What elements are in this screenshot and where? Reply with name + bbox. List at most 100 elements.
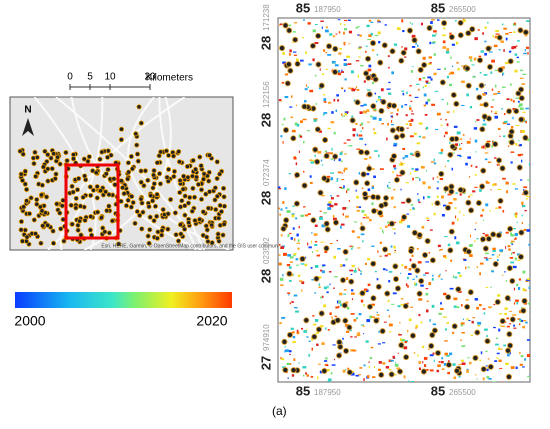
- change-pixel: [416, 83, 420, 85]
- site-point: [283, 217, 290, 224]
- change-pixel: [441, 213, 445, 217]
- site-point: [378, 202, 385, 209]
- change-pixel: [494, 111, 498, 113]
- change-pixel: [419, 178, 421, 181]
- change-pixel: [515, 366, 518, 370]
- change-pixel: [509, 257, 514, 259]
- change-pixel: [478, 55, 482, 58]
- site-point: [140, 209, 146, 215]
- change-pixel: [298, 134, 302, 138]
- change-pixel: [495, 33, 500, 35]
- site-point: [147, 214, 153, 220]
- change-pixel: [485, 365, 488, 367]
- change-pixel: [427, 62, 432, 65]
- site-point: [138, 179, 144, 185]
- change-pixel: [470, 234, 472, 238]
- site-point: [378, 107, 385, 114]
- change-pixel: [417, 193, 419, 195]
- change-pixel: [346, 55, 351, 58]
- change-pixel: [296, 233, 299, 237]
- site-point: [182, 212, 188, 218]
- site-point: [485, 235, 492, 242]
- change-pixel: [408, 380, 410, 382]
- change-pixel: [447, 243, 451, 247]
- change-pixel: [474, 174, 477, 176]
- change-pixel: [366, 89, 371, 91]
- site-point: [499, 318, 506, 325]
- change-pixel: [432, 177, 434, 180]
- change-pixel: [292, 205, 295, 207]
- change-pixel: [429, 61, 432, 64]
- site-point: [150, 198, 156, 204]
- change-pixel: [335, 306, 338, 309]
- site-point: [165, 166, 172, 172]
- change-pixel: [280, 234, 283, 237]
- change-pixel: [478, 303, 482, 307]
- change-pixel: [460, 80, 465, 83]
- change-pixel: [521, 159, 523, 163]
- change-pixel: [516, 61, 520, 63]
- change-pixel: [392, 373, 397, 376]
- change-pixel: [347, 111, 349, 114]
- color-ramp: [15, 292, 232, 308]
- change-pixel: [438, 361, 441, 363]
- site-point: [171, 168, 178, 175]
- change-pixel: [379, 241, 382, 244]
- change-pixel: [490, 286, 492, 288]
- change-pixel: [486, 376, 490, 379]
- site-point: [215, 231, 221, 237]
- change-pixel: [310, 161, 314, 164]
- change-pixel: [327, 127, 331, 130]
- change-pixel: [344, 78, 347, 81]
- change-pixel: [440, 278, 443, 280]
- change-pixel: [519, 179, 523, 181]
- change-pixel: [397, 305, 401, 308]
- change-pixel: [307, 22, 311, 25]
- change-pixel: [443, 363, 448, 366]
- change-pixel: [338, 300, 342, 304]
- change-pixel: [331, 316, 333, 320]
- site-point: [331, 68, 339, 76]
- change-pixel: [339, 292, 343, 296]
- change-pixel: [354, 336, 357, 338]
- coord-minor: 187950: [314, 5, 341, 14]
- change-pixel: [370, 346, 374, 349]
- site-point: [390, 153, 398, 160]
- site-point: [206, 178, 212, 184]
- coord-degree: 27: [258, 356, 273, 370]
- change-pixel: [287, 234, 290, 238]
- change-pixel: [484, 234, 489, 237]
- change-pixel: [417, 198, 420, 202]
- change-pixel: [343, 41, 346, 44]
- change-pixel: [440, 124, 443, 126]
- change-pixel: [408, 105, 411, 107]
- site-point: [177, 204, 184, 210]
- site-point: [292, 36, 299, 43]
- change-pixel: [521, 222, 524, 225]
- change-pixel: [356, 133, 359, 137]
- site-point: [75, 222, 81, 228]
- change-pixel: [298, 226, 301, 229]
- change-pixel: [476, 306, 479, 310]
- change-pixel: [446, 322, 450, 324]
- change-pixel: [351, 298, 353, 301]
- change-pixel: [498, 49, 501, 51]
- change-pixel: [390, 245, 393, 248]
- change-pixel: [430, 161, 435, 163]
- change-pixel: [287, 377, 289, 379]
- site-point: [343, 347, 350, 354]
- site-point: [485, 45, 492, 52]
- change-pixel: [359, 111, 363, 114]
- change-pixel: [519, 323, 521, 326]
- site-point: [518, 95, 525, 102]
- site-point: [137, 212, 143, 219]
- change-pixel: [444, 165, 447, 168]
- change-pixel: [360, 130, 362, 132]
- change-pixel: [291, 214, 295, 218]
- change-pixel: [340, 223, 345, 226]
- site-point: [138, 120, 144, 126]
- change-pixel: [388, 271, 393, 273]
- change-pixel: [311, 338, 313, 341]
- change-pixel: [426, 300, 429, 303]
- change-pixel: [488, 257, 492, 259]
